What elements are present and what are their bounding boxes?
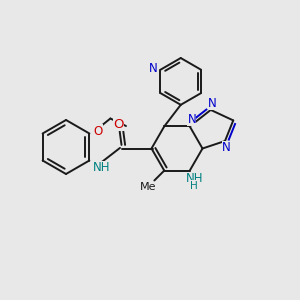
Text: N: N [222, 141, 231, 154]
Text: Me: Me [140, 182, 156, 192]
Text: N: N [208, 97, 217, 110]
Text: N: N [148, 62, 158, 75]
Text: NH: NH [93, 161, 110, 174]
Text: H: H [190, 181, 198, 190]
Text: NH: NH [185, 172, 203, 185]
Text: O: O [93, 124, 102, 138]
Text: O: O [113, 118, 124, 131]
Text: N: N [188, 113, 196, 126]
